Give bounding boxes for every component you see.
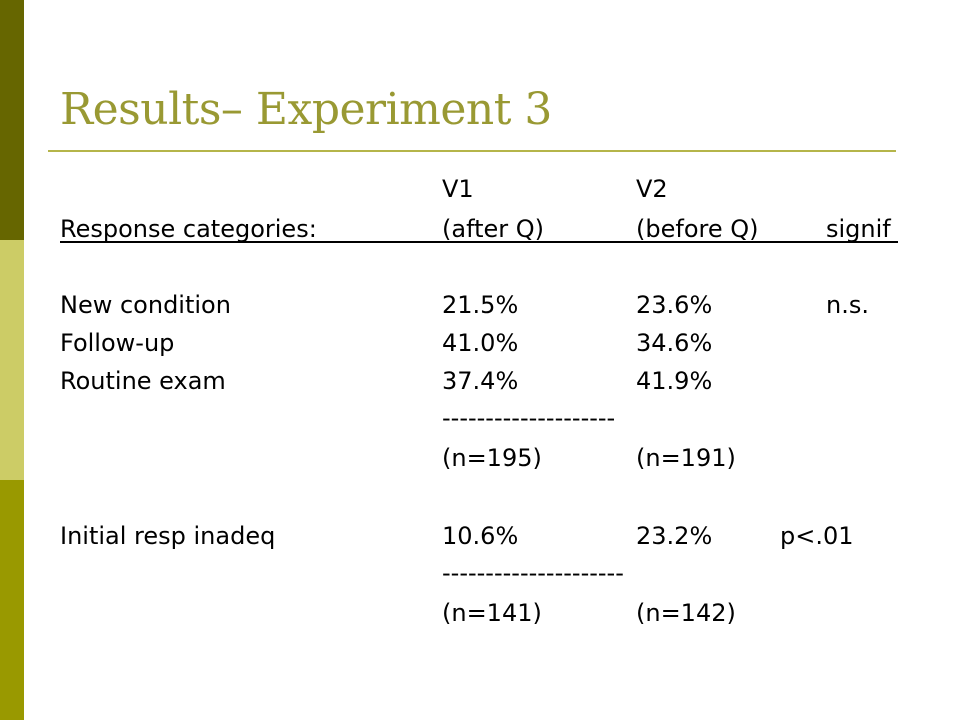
row-v1-value: 37.4%: [442, 367, 519, 395]
header-underline: [60, 241, 898, 243]
sample-size-v2: (n=191): [636, 444, 736, 472]
row-v1-value: 10.6%: [442, 522, 519, 550]
header-response-categories: Response categories:: [60, 215, 317, 243]
header-signif: signif: [826, 215, 891, 243]
slide-title: Results– Experiment 3: [60, 84, 552, 135]
separator-dashes: ---------------------: [442, 559, 624, 587]
row-signif: p<.01: [780, 522, 854, 550]
separator-dashes: --------------------: [442, 404, 616, 432]
row-v2-value: 34.6%: [636, 329, 713, 357]
row-v2-value: 23.2%: [636, 522, 713, 550]
title-divider: [48, 150, 896, 152]
row-label: Routine exam: [60, 367, 226, 395]
row-label: New condition: [60, 291, 231, 319]
accent-band-top: [0, 0, 24, 240]
header-v2: V2: [636, 175, 668, 203]
header-after-q: (after Q): [442, 215, 545, 243]
sample-size-v1: (n=141): [442, 599, 542, 627]
sample-size-v2: (n=142): [636, 599, 736, 627]
row-v2-value: 41.9%: [636, 367, 713, 395]
accent-band-bottom: [0, 480, 24, 720]
row-label: Initial resp inadeq: [60, 522, 276, 550]
header-before-q: (before Q): [636, 215, 759, 243]
sample-size-v1: (n=195): [442, 444, 542, 472]
row-label: Follow-up: [60, 329, 175, 357]
row-v2-value: 23.6%: [636, 291, 713, 319]
row-v1-value: 41.0%: [442, 329, 519, 357]
accent-band-middle: [0, 240, 24, 480]
row-v1-value: 21.5%: [442, 291, 519, 319]
row-signif: n.s.: [826, 291, 869, 319]
header-v1: V1: [442, 175, 474, 203]
